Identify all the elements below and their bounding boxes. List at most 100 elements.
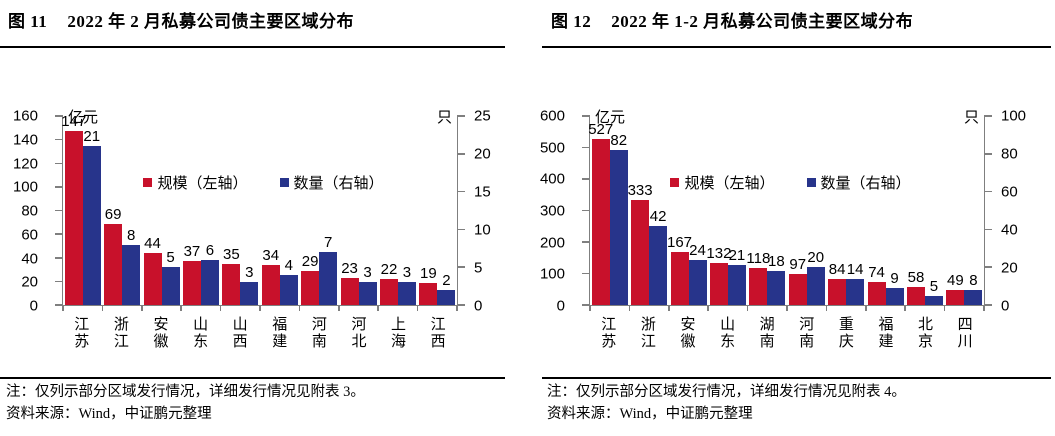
title-divider [0, 46, 505, 48]
axis-tick-mark [457, 304, 465, 306]
bar-scale: 333 [628, 182, 653, 305]
category-slot: 97 20 [787, 116, 826, 305]
bar-value-label: 167 [667, 234, 693, 252]
y-axis-tick-label: 0 [474, 297, 483, 315]
bar-count: 5 [161, 249, 180, 305]
bar-value-label: 3 [245, 264, 254, 282]
axis-tick-mark [457, 190, 465, 193]
axis-tick-mark [786, 305, 788, 311]
bar-scale: 23 [340, 260, 359, 305]
bar-value-label: 7 [323, 234, 333, 252]
bar-value-label: 69 [104, 205, 122, 223]
x-axis-label: 安徽 [153, 316, 169, 350]
axis-tick-mark [582, 115, 590, 117]
bar-count: 8 [122, 227, 141, 305]
bar-scale: 84 [828, 261, 847, 305]
category-slot: 118 18 [746, 116, 787, 305]
category-slot: 35 3 [221, 116, 260, 305]
y-axis-tick-label: 80 [21, 202, 38, 220]
axis-tick-mark [746, 305, 749, 311]
x-axis-label: 安徽 [680, 316, 696, 350]
axis-tick-mark [259, 305, 261, 311]
axis-tick-mark [457, 228, 465, 231]
legend-item: 数量（右轴） [806, 172, 911, 193]
category-slot: 84 14 [826, 116, 865, 305]
bar-count: 14 [846, 261, 865, 305]
right-axis-unit-label: 只 [436, 109, 452, 126]
axis-tick-mark [219, 305, 222, 311]
y-axis-tick-label: 25 [474, 107, 491, 125]
axis-tick-mark [62, 305, 64, 311]
bar-count: 2 [437, 272, 456, 305]
bar-value-label: 2 [442, 271, 451, 289]
bar-value-label: 147 [61, 113, 87, 131]
axis-tick-mark [55, 233, 63, 235]
category-slot: 58 5 [905, 116, 944, 305]
bar-value-label: 97 [789, 256, 807, 274]
figure-title-text: 2022 年 1-2 月私募公司债主要区域分布 [611, 12, 914, 31]
bars-container: 527 82 333 42 167 24 132 21 118 18 97 20 84 14 74 9 58 5 4… [588, 116, 984, 305]
bar-value-label: 20 [807, 249, 825, 267]
axis-tick-mark [984, 190, 992, 193]
bar-scale: 527 [588, 121, 613, 305]
axis-tick-mark [141, 305, 143, 311]
left-axis-tick-labels: 0 100 200 300 400 500 600 [527, 108, 577, 315]
axis-tick-mark [984, 266, 992, 268]
chart-notes: 注：仅列示部分区域发行情况，详细发行情况见附表 4。 资料来源：Wind，中证鹏… [547, 381, 1046, 426]
legend-swatch-icon [806, 178, 816, 187]
title-divider [542, 46, 1051, 48]
x-axis-label: 湖南 [759, 316, 775, 350]
bar-value-label: 21 [728, 247, 746, 265]
y-axis-tick-label: 100 [12, 178, 38, 196]
y-axis-tick-label: 200 [539, 234, 565, 252]
category-slot: 44 5 [142, 116, 181, 305]
note-line: 注：仅列示部分区域发行情况，详细发行情况见附表 3。 [6, 384, 365, 400]
y-axis-tick-label: 400 [539, 170, 565, 188]
bar-value-label: 3 [402, 264, 412, 282]
axis-tick-mark [983, 305, 985, 311]
axis-tick-mark [582, 272, 590, 275]
axis-tick-mark [377, 305, 379, 311]
y-axis-tick-label: 600 [539, 107, 565, 125]
y-axis-tick-label: 20 [21, 273, 38, 291]
bar-value-label: 5 [929, 277, 939, 295]
axis-tick-mark [180, 305, 182, 311]
bar-value-label: 9 [890, 270, 899, 287]
category-slot: 132 21 [706, 116, 747, 305]
left-axis-unit-label: 亿元 [68, 109, 99, 126]
category-slot: 23 3 [339, 116, 378, 305]
figure-title: 图 11 2022 年 2 月私募公司债主要区域分布 [8, 7, 354, 32]
axis-tick-mark [457, 153, 465, 155]
bar-chart: 规模（左轴） 数量（右轴） 0 20 40 60 80 100 120 140 160 亿元 只 … [0, 100, 527, 352]
bar-count: 24 [688, 242, 707, 305]
x-axis-label: 四川 [957, 316, 973, 350]
y-axis-tick-label: 300 [539, 202, 565, 220]
bar-scale: 69 [104, 206, 123, 305]
bar-value-label: 37 [183, 243, 201, 261]
legend-swatch-icon [670, 178, 680, 187]
x-axis-label: 重庆 [838, 316, 854, 350]
bar-scale: 19 [419, 265, 438, 305]
axis-tick-mark [55, 257, 63, 259]
axis-tick-mark [55, 162, 63, 164]
x-axis-label: 江西 [430, 316, 446, 350]
bar-chart: 规模（左轴） 数量（右轴） 0 100 200 300 400 500 600 亿元 只 52… [527, 100, 1054, 352]
axis-tick-mark [55, 138, 63, 141]
note-divider [542, 377, 1051, 379]
axis-tick-mark [457, 266, 465, 268]
bar-count: 8 [964, 272, 983, 305]
bar-value-label: 18 [767, 252, 785, 270]
bar-value-label: 44 [144, 235, 161, 253]
bar-value-label: 22 [380, 261, 398, 279]
bar-count: 42 [649, 208, 668, 305]
bar-value-label: 8 [126, 226, 136, 244]
axis-tick-mark [904, 305, 906, 311]
axis-tick-mark [55, 209, 63, 212]
right-axis-tick-labels: 0 20 40 60 80 100 [988, 108, 1054, 315]
bar-count: 7 [319, 234, 338, 305]
bar-count: 3 [240, 264, 259, 305]
axis-tick-mark [984, 153, 992, 155]
x-axis-label: 河南 [311, 316, 327, 350]
figure-title-text: 2022 年 2 月私募公司债主要区域分布 [67, 12, 355, 31]
bar-value-label: 3 [363, 264, 372, 282]
